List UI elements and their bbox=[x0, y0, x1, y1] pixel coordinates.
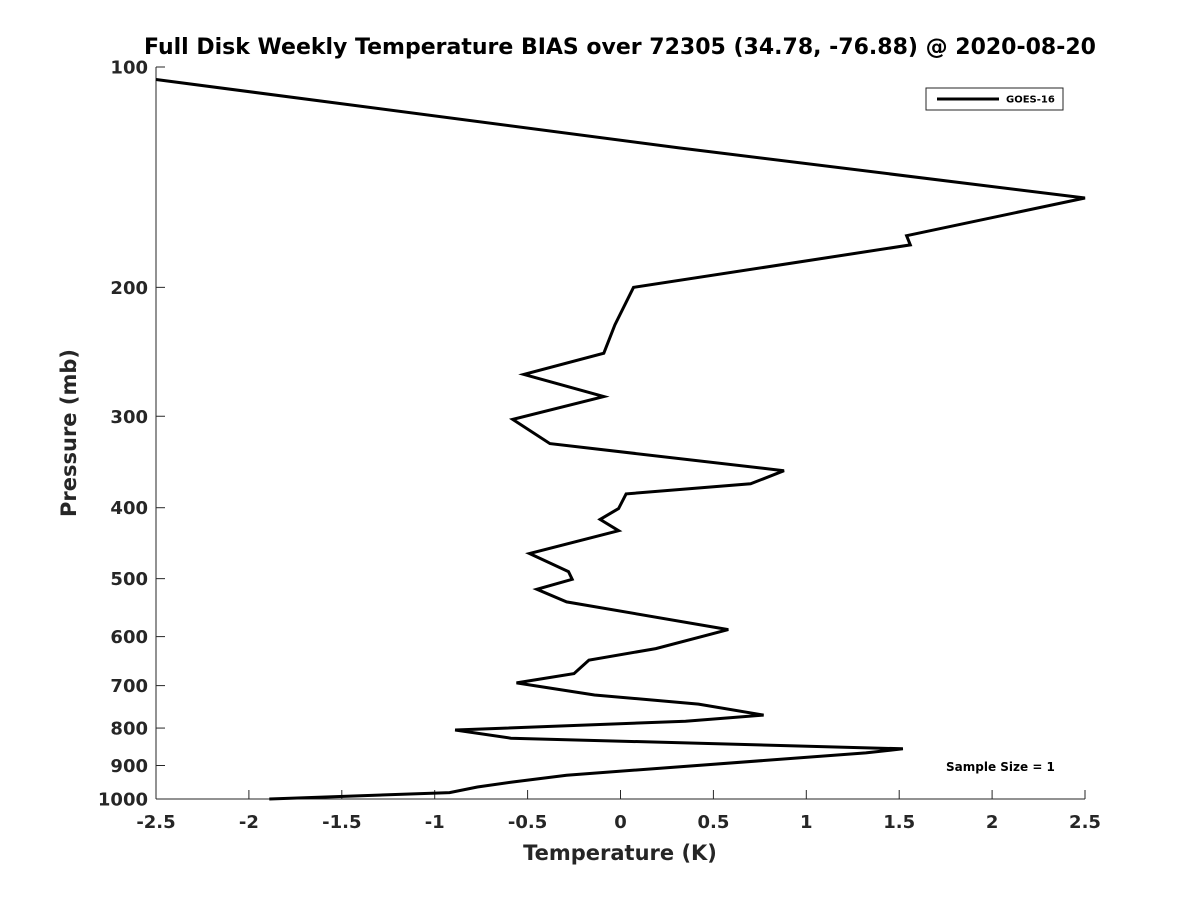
x-axis-label: Temperature (K) bbox=[523, 841, 717, 865]
y-axis-label: Pressure (mb) bbox=[57, 349, 81, 517]
legend: GOES-16 bbox=[925, 87, 1064, 111]
y-tick-label-600: 600 bbox=[110, 627, 148, 648]
x-tick-label-m2: -2 bbox=[239, 812, 259, 833]
y-tick-label-1000: 1000 bbox=[98, 790, 148, 811]
x-ticks: -2.5 -2 -1.5 -1 -0.5 0 0.5 1 1.5 2 2.5 bbox=[136, 790, 1101, 833]
y-tick-label-900: 900 bbox=[110, 756, 148, 777]
y-tick-label-300: 300 bbox=[110, 407, 148, 428]
x-tick-label-m2p5: -2.5 bbox=[136, 812, 175, 833]
y-tick-label-800: 800 bbox=[110, 719, 148, 740]
x-tick-label-m0p5: -0.5 bbox=[508, 812, 547, 833]
x-tick-label-2p5: 2.5 bbox=[1069, 812, 1101, 833]
series-line-goes-16 bbox=[155, 78, 1086, 801]
y-tick-label-200: 200 bbox=[110, 278, 148, 299]
sample-size-annotation: Sample Size = 1 bbox=[946, 760, 1055, 774]
y-ticks: 100 200 300 400 500 600 700 800 900 1000 bbox=[98, 58, 165, 811]
x-tick-label-m1: -1 bbox=[425, 812, 445, 833]
x-tick-label-2: 2 bbox=[986, 812, 999, 833]
series-layer bbox=[155, 78, 1086, 801]
legend-label-goes-16: GOES-16 bbox=[1006, 95, 1055, 106]
x-tick-label-0p5: 0.5 bbox=[697, 812, 729, 833]
x-tick-label-1: 1 bbox=[800, 812, 813, 833]
x-tick-label-m1p5: -1.5 bbox=[322, 812, 361, 833]
y-tick-label-100: 100 bbox=[110, 58, 148, 79]
y-tick-label-400: 400 bbox=[110, 498, 148, 519]
y-tick-label-500: 500 bbox=[110, 569, 148, 590]
x-tick-label-1p5: 1.5 bbox=[883, 812, 915, 833]
y-tick-label-700: 700 bbox=[110, 676, 148, 697]
chart-title: Full Disk Weekly Temperature BIAS over 7… bbox=[144, 35, 1096, 60]
x-tick-label-0: 0 bbox=[614, 812, 627, 833]
